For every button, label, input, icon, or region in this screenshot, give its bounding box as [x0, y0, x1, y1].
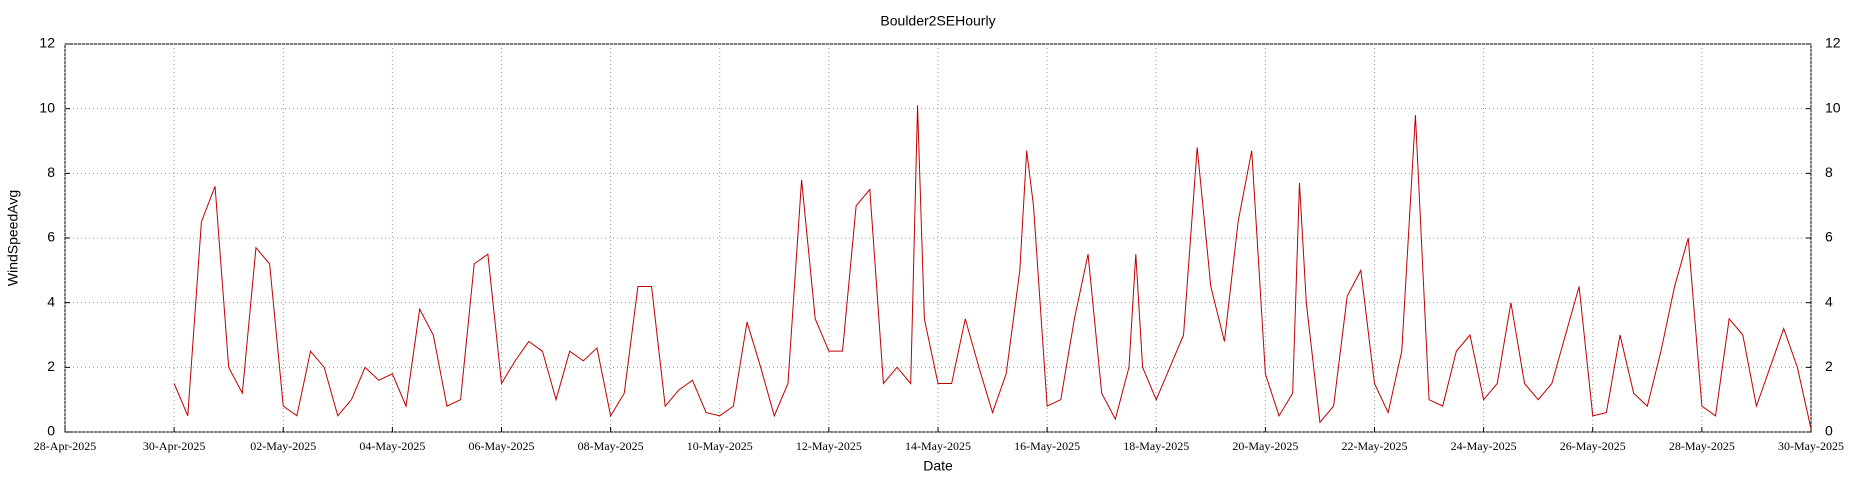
data-line [173, 105, 1812, 429]
x-tick-label: 30-Apr-2025 [143, 439, 205, 453]
y-tick-label: 6 [47, 229, 55, 245]
x-tick-label: 04-May-2025 [359, 439, 425, 453]
x-tick-label: 10-May-2025 [687, 439, 753, 453]
y2-tick-label: 6 [1825, 229, 1833, 245]
y-tick-label: 2 [47, 358, 55, 374]
y-tick-label: 8 [47, 164, 55, 180]
x-tick-label: 12-May-2025 [796, 439, 862, 453]
x-tick-label: 14-May-2025 [905, 439, 971, 453]
x-tick-label: 16-May-2025 [1014, 439, 1080, 453]
x-tick-label: 28-May-2025 [1669, 439, 1735, 453]
y2-tick-label: 0 [1825, 423, 1833, 439]
x-tick-label: 02-May-2025 [250, 439, 316, 453]
chart-title: Boulder2SEHourly [880, 13, 995, 29]
x-tick-label: 28-Apr-2025 [34, 439, 96, 453]
y2-tick-label: 10 [1825, 99, 1841, 115]
x-tick-label: 22-May-2025 [1342, 439, 1408, 453]
x-axis-label: Date [923, 458, 953, 474]
y2-tick-label: 8 [1825, 164, 1833, 180]
y2-tick-label: 2 [1825, 358, 1833, 374]
x-tick-label: 06-May-2025 [469, 439, 535, 453]
x-tick-label: 24-May-2025 [1451, 439, 1517, 453]
y-axis-label: WindSpeedAvg [5, 190, 21, 286]
y-tick-label: 0 [47, 423, 55, 439]
y2-tick-label: 12 [1825, 35, 1841, 51]
x-tick-label: 08-May-2025 [578, 439, 644, 453]
y-tick-label: 4 [47, 293, 55, 309]
y2-tick-label: 4 [1825, 293, 1833, 309]
x-tick-label: 18-May-2025 [1123, 439, 1189, 453]
x-tick-label: 20-May-2025 [1232, 439, 1298, 453]
x-tick-label: 30-May-2025 [1778, 439, 1844, 453]
y-tick-label: 10 [39, 99, 55, 115]
x-tick-label: 26-May-2025 [1560, 439, 1626, 453]
y-tick-label: 12 [39, 35, 55, 51]
